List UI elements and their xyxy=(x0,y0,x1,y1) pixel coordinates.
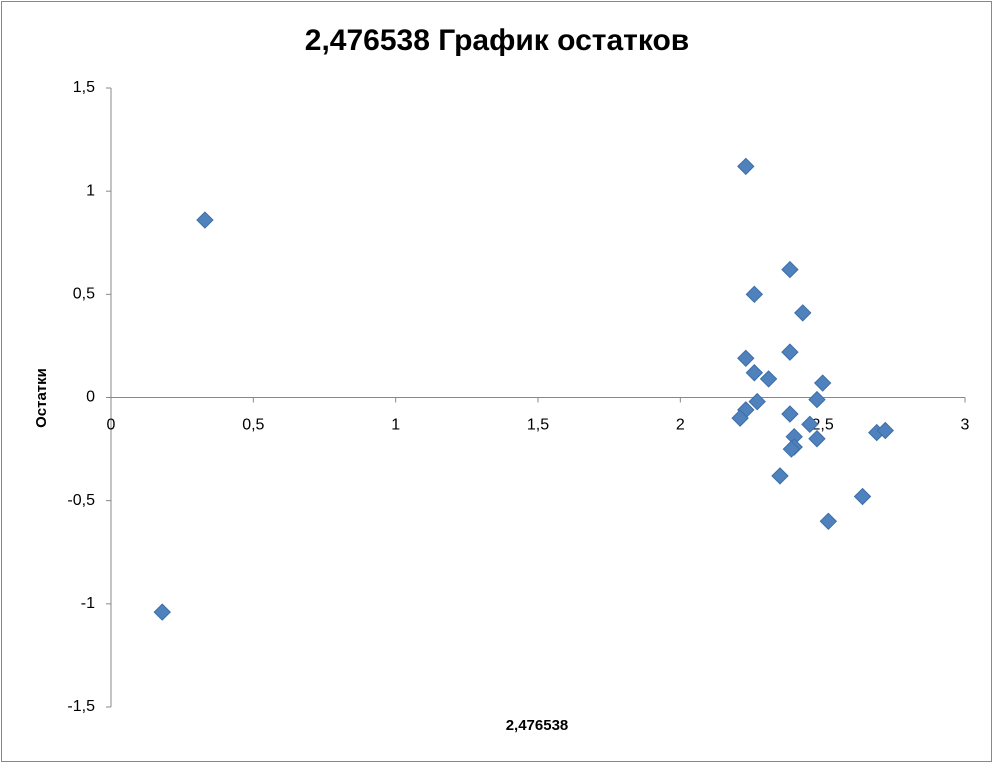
y-axis-title: Остатки xyxy=(33,368,50,428)
y-tick-label: 1 xyxy=(86,182,95,199)
x-tick-label: 1,5 xyxy=(527,417,549,434)
point xyxy=(737,349,755,368)
point xyxy=(781,260,799,279)
x-tick-label: 2,5 xyxy=(812,417,834,434)
y-tick-label: 0 xyxy=(86,389,95,406)
point xyxy=(876,421,895,440)
x-tick-label: 0 xyxy=(107,417,116,434)
y-tick-label: -1 xyxy=(81,595,95,612)
y-tick-label: 0,5 xyxy=(73,286,95,303)
point xyxy=(801,415,819,434)
point xyxy=(808,430,826,448)
point xyxy=(731,409,749,427)
point xyxy=(853,487,872,506)
point xyxy=(819,512,838,531)
point xyxy=(782,440,801,458)
point xyxy=(748,392,766,411)
point xyxy=(771,467,789,485)
point xyxy=(781,343,799,361)
x-axis-title: 2,476538 xyxy=(506,717,569,734)
point xyxy=(759,370,778,388)
point xyxy=(153,603,171,621)
chart-title: 2,476538 График остатков xyxy=(305,24,689,57)
point xyxy=(808,390,826,409)
y-tick-label: -0,5 xyxy=(67,492,95,509)
point xyxy=(196,211,214,229)
y-tick-label: 1,5 xyxy=(73,79,95,96)
y-tick-label: -1,5 xyxy=(67,698,95,715)
point xyxy=(745,285,764,304)
point xyxy=(781,405,799,423)
point xyxy=(737,157,755,176)
point xyxy=(794,304,812,322)
x-tick-label: 0,5 xyxy=(242,417,264,434)
point xyxy=(745,364,764,382)
x-tick-label: 1 xyxy=(391,417,400,434)
x-tick-label: 3 xyxy=(961,417,970,434)
point xyxy=(813,374,832,392)
x-tick-label: 2 xyxy=(676,417,685,434)
